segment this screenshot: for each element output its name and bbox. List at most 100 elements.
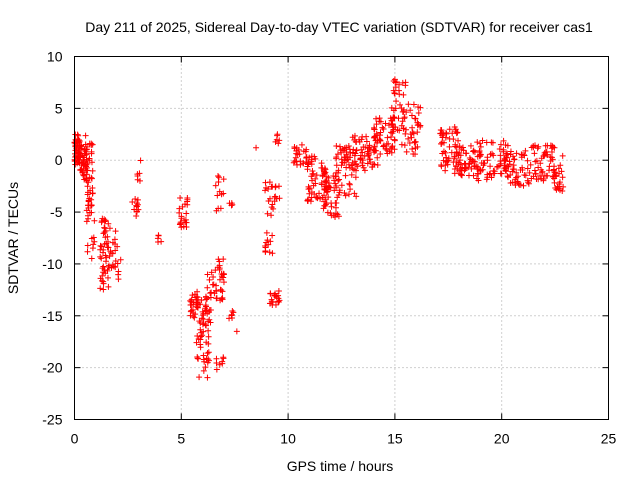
- data-point: [304, 163, 311, 170]
- data-point: [199, 332, 206, 339]
- y-tick-label: 5: [55, 100, 63, 116]
- data-point: [341, 190, 348, 197]
- data-point: [316, 190, 323, 197]
- data-point: [415, 104, 422, 111]
- data-point: [204, 295, 211, 302]
- data-point: [105, 283, 112, 290]
- data-point: [321, 192, 328, 199]
- data-point: [373, 115, 380, 122]
- data-point: [336, 187, 343, 194]
- data-point: [524, 165, 531, 172]
- data-point: [477, 151, 484, 158]
- data-point: [75, 158, 82, 165]
- data-point: [495, 163, 502, 170]
- data-point: [439, 150, 446, 157]
- data-point: [198, 297, 205, 304]
- data-point: [294, 161, 301, 168]
- data-point: [104, 267, 111, 274]
- data-point: [269, 232, 276, 239]
- data-point: [107, 248, 114, 255]
- data-point: [199, 321, 206, 328]
- data-point: [72, 131, 79, 138]
- data-point: [216, 258, 223, 265]
- data-point: [89, 141, 96, 148]
- data-point: [82, 150, 89, 157]
- data-point: [478, 159, 485, 166]
- data-point: [405, 135, 412, 142]
- data-point: [438, 127, 445, 134]
- data-point: [262, 248, 269, 255]
- data-point: [410, 101, 417, 108]
- data-point: [101, 241, 108, 248]
- data-point: [405, 101, 412, 108]
- data-point: [353, 193, 360, 200]
- data-point: [90, 234, 97, 241]
- data-point: [377, 151, 384, 158]
- data-point: [556, 181, 563, 188]
- data-point: [487, 163, 494, 170]
- data-point: [403, 148, 410, 155]
- data-point: [468, 165, 475, 172]
- data-point: [500, 148, 507, 155]
- data-point: [218, 271, 225, 278]
- data-point: [451, 166, 458, 173]
- data-point: [321, 185, 328, 192]
- data-point: [497, 170, 504, 177]
- data-point: [308, 156, 315, 163]
- data-point: [97, 253, 104, 260]
- data-point: [178, 213, 185, 220]
- data-point: [363, 138, 370, 145]
- data-point: [474, 153, 481, 160]
- data-point: [471, 149, 478, 156]
- data-point: [217, 286, 224, 293]
- data-point: [370, 134, 377, 141]
- data-point: [269, 201, 276, 208]
- data-point: [501, 156, 508, 163]
- data-point: [551, 144, 558, 151]
- data-point: [184, 195, 191, 202]
- data-point: [114, 243, 121, 250]
- data-point: [409, 145, 416, 152]
- data-point: [362, 144, 369, 151]
- data-point: [335, 177, 342, 184]
- data-point: [313, 172, 320, 179]
- data-point: [208, 289, 215, 296]
- data-point: [552, 173, 559, 180]
- data-point: [83, 156, 90, 163]
- data-point: [330, 212, 337, 219]
- data-point: [334, 194, 341, 201]
- data-point: [396, 91, 403, 98]
- data-point: [85, 202, 92, 209]
- data-point: [359, 162, 366, 169]
- data-point: [358, 136, 365, 143]
- data-point: [321, 165, 328, 172]
- data-point: [512, 182, 519, 189]
- data-point: [359, 133, 366, 140]
- data-point: [194, 354, 201, 361]
- data-point: [321, 167, 328, 174]
- data-point: [361, 153, 368, 160]
- data-point: [207, 307, 214, 314]
- data-point: [197, 326, 204, 333]
- data-point: [81, 172, 88, 179]
- data-point: [78, 146, 85, 153]
- y-tick-label: -15: [42, 308, 62, 324]
- data-point: [559, 187, 566, 194]
- data-point: [496, 146, 503, 153]
- data-point: [462, 150, 469, 157]
- data-point: [219, 358, 226, 365]
- data-point: [392, 84, 399, 91]
- data-point: [388, 117, 395, 124]
- data-point: [187, 297, 194, 304]
- data-point: [377, 129, 384, 136]
- data-point: [543, 172, 550, 179]
- data-point: [97, 285, 104, 292]
- data-point: [470, 172, 477, 179]
- data-point: [343, 164, 350, 171]
- data-point: [332, 180, 339, 187]
- x-tick-label: 0: [71, 431, 79, 447]
- data-point: [555, 165, 562, 172]
- data-point: [101, 229, 108, 236]
- data-point: [353, 167, 360, 174]
